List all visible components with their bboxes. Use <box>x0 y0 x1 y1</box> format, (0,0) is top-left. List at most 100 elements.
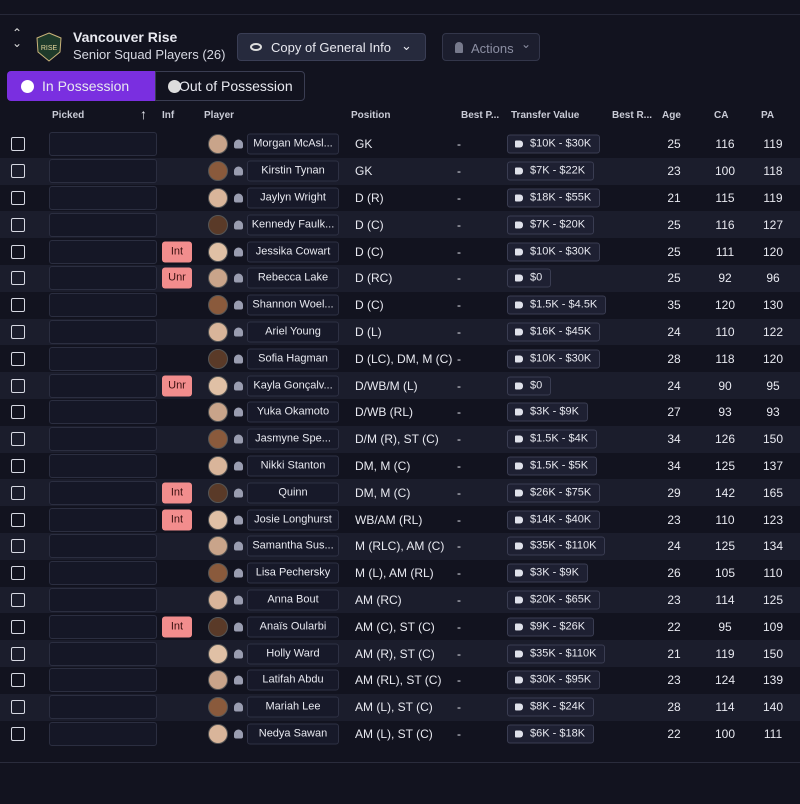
table-row[interactable]: Int Anaïs Oularbi AM (C), ST (C) - $9K - $26… <box>0 613 800 640</box>
player-name[interactable]: Nikki Stanton <box>247 455 339 477</box>
player-name[interactable]: Kirstin Tynan <box>247 160 339 182</box>
picked-slot[interactable] <box>49 212 157 237</box>
picked-slot[interactable] <box>49 293 157 318</box>
table-row[interactable]: Lisa Pechersky M (L), AM (RL) - $3K - $9K 26… <box>0 560 800 587</box>
player-name[interactable]: Sofia Hagman <box>247 348 339 370</box>
checkbox[interactable] <box>11 190 25 205</box>
column-header[interactable]: Age <box>662 110 681 121</box>
table-row[interactable]: Mariah Lee AM (L), ST (C) - $8K - $24K 28 114… <box>0 693 800 721</box>
table-row[interactable]: Unr Kayla Gonçalv... D/WB/M (L) - $0 24 90 95 <box>0 372 800 399</box>
column-header[interactable]: PA <box>761 110 775 121</box>
player-name[interactable]: Jaylyn Wright <box>247 187 339 209</box>
checkbox[interactable] <box>11 592 25 607</box>
picked-slot[interactable] <box>49 185 157 210</box>
picked-slot[interactable] <box>49 319 157 344</box>
table-row[interactable]: Nedya Sawan AM (L), ST (C) - $6K - $18K 22 10… <box>0 721 800 748</box>
column-header[interactable]: Picked <box>52 110 85 121</box>
table-row[interactable]: Latifah Abdu AM (RL), ST (C) - $30K - $95K 2… <box>0 667 800 694</box>
checkbox[interactable] <box>11 137 25 152</box>
picked-slot[interactable] <box>49 266 157 291</box>
tab[interactable]: Out of Possession <box>155 71 305 101</box>
column-header[interactable]: Best R... <box>612 110 653 121</box>
player-name[interactable]: Jessika Cowart <box>247 241 339 263</box>
picked-slot[interactable] <box>49 480 157 505</box>
checkbox[interactable] <box>11 700 25 715</box>
player-name[interactable]: Kayla Gonçalv... <box>247 375 339 397</box>
player-name[interactable]: Nedya Sawan <box>247 723 339 745</box>
picked-slot[interactable] <box>49 668 157 693</box>
player-name[interactable]: Kennedy Faulk... <box>247 214 339 236</box>
column-header[interactable]: CA <box>714 110 729 121</box>
actions-button[interactable]: Actions ⌄ <box>442 33 540 61</box>
checkbox[interactable] <box>11 726 25 741</box>
column-header[interactable]: Best P... <box>461 110 500 121</box>
player-name[interactable]: Quinn <box>247 482 339 504</box>
player-name[interactable]: Anaïs Oularbi <box>247 616 339 638</box>
picked-slot[interactable] <box>49 346 157 371</box>
picked-slot[interactable] <box>49 373 157 398</box>
checkbox[interactable] <box>11 539 25 554</box>
picked-slot[interactable] <box>49 721 157 746</box>
checkbox[interactable] <box>11 217 25 232</box>
checkbox[interactable] <box>11 378 25 393</box>
player-name[interactable]: Lisa Pechersky <box>247 562 339 584</box>
checkbox[interactable] <box>11 673 25 688</box>
player-name[interactable]: Anna Bout <box>247 589 339 611</box>
player-name[interactable]: Samantha Sus... <box>247 535 339 557</box>
player-name[interactable]: Mariah Lee <box>247 696 339 718</box>
picked-slot[interactable] <box>49 507 157 532</box>
picked-slot[interactable] <box>49 132 157 157</box>
table-row[interactable]: Samantha Sus... M (RLC), AM (C) - $35K - $1… <box>0 533 800 560</box>
table-row[interactable]: Kennedy Faulk... D (C) - $7K - $20K 25 116 127 <box>0 211 800 239</box>
player-name[interactable]: Ariel Young <box>247 321 339 343</box>
player-name[interactable]: Josie Longhurst <box>247 509 339 531</box>
player-name[interactable]: Latifah Abdu <box>247 669 339 691</box>
picked-slot[interactable] <box>49 695 157 720</box>
table-row[interactable]: Morgan McAsl... GK - $10K - $30K 25 116 119 <box>0 131 800 158</box>
table-row[interactable]: Int Josie Longhurst WB/AM (RL) - $14K - $40K… <box>0 506 800 533</box>
checkbox[interactable] <box>11 298 25 313</box>
picked-slot[interactable] <box>49 427 157 452</box>
column-header[interactable]: Player <box>204 110 235 121</box>
table-row[interactable]: Int Jessika Cowart D (C) - $10K - $30K 25 111 1… <box>0 238 800 265</box>
player-name[interactable]: Rebecca Lake <box>247 267 339 289</box>
player-name[interactable]: Morgan McAsl... <box>247 133 339 155</box>
player-name[interactable]: Holly Ward <box>247 643 339 665</box>
table-row[interactable]: Sofia Hagman D (LC), DM, M (C) - $10K - $30… <box>0 345 800 372</box>
picked-slot[interactable] <box>49 561 157 586</box>
picked-slot[interactable] <box>49 239 157 264</box>
checkbox[interactable] <box>11 432 25 447</box>
nav-arrows[interactable]: ⌃ ⌄ <box>12 26 23 50</box>
picked-slot[interactable] <box>49 453 157 478</box>
column-header[interactable]: Position <box>351 110 391 121</box>
picked-slot[interactable] <box>49 400 157 425</box>
checkbox[interactable] <box>11 351 25 366</box>
tab-active[interactable]: In Possession <box>7 71 155 101</box>
table-row[interactable]: Kirstin Tynan GK - $7K - $22K 23 100 118 <box>0 157 800 185</box>
table-row[interactable]: Jasmyne Spe... D/M (R), ST (C) - $1.5K - $4… <box>0 425 800 453</box>
checkbox[interactable] <box>11 405 25 420</box>
checkbox[interactable] <box>11 566 25 581</box>
table-row[interactable]: Jaylyn Wright D (R) - $18K - $55K 21 115 119 <box>0 185 800 212</box>
column-header[interactable]: Transfer Value <box>511 110 580 121</box>
checkbox[interactable] <box>11 164 25 179</box>
table-row[interactable]: Nikki Stanton DM, M (C) - $1.5K - $5K 34 125 1… <box>0 453 800 480</box>
checkbox[interactable] <box>11 646 25 661</box>
player-name[interactable]: Shannon Woel... <box>247 294 339 316</box>
picked-slot[interactable] <box>49 159 157 184</box>
column-header[interactable]: Inf <box>162 110 175 121</box>
checkbox[interactable] <box>11 485 25 500</box>
picked-slot[interactable] <box>49 641 157 666</box>
checkbox[interactable] <box>11 324 25 339</box>
checkbox[interactable] <box>11 458 25 473</box>
table-row[interactable]: Unr Rebecca Lake D (RC) - $0 25 92 96 <box>0 265 800 292</box>
checkbox[interactable] <box>11 619 25 634</box>
checkbox[interactable] <box>11 271 25 286</box>
player-name[interactable]: Yuka Okamoto <box>247 401 339 423</box>
table-row[interactable]: Ariel Young D (L) - $16K - $45K 24 110 122 <box>0 318 800 346</box>
table-row[interactable]: Shannon Woel... D (C) - $1.5K - $4.5K 35 120 1… <box>0 292 800 319</box>
table-row[interactable]: Holly Ward AM (R), ST (C) - $35K - $110K 21 1… <box>0 640 800 667</box>
picked-slot[interactable] <box>49 534 157 559</box>
picked-slot[interactable] <box>49 614 157 639</box>
table-row[interactable]: Int Quinn DM, M (C) - $26K - $75K 29 142 165 <box>0 479 800 507</box>
